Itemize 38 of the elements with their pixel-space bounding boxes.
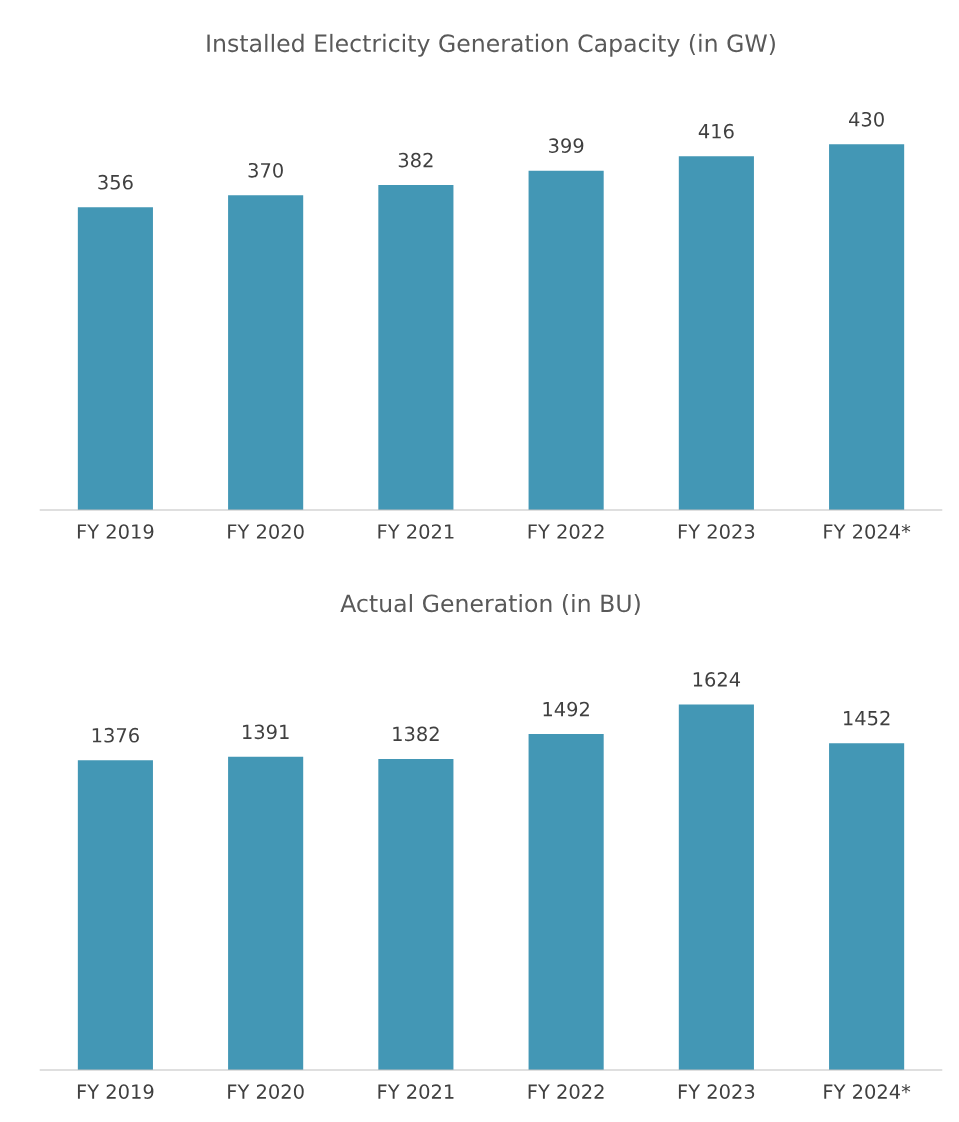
data-label: 356: [98, 174, 133, 190]
bar: [678, 156, 754, 510]
data-label: 1376: [92, 727, 139, 743]
bar: [378, 185, 454, 510]
data-label: 1624: [693, 672, 741, 687]
data-label: 1492: [543, 701, 589, 717]
data-label: 382: [398, 152, 433, 168]
data-label: 430: [849, 111, 884, 127]
bar: [829, 144, 905, 510]
bar: [228, 195, 304, 510]
x-tick-label: FY 2024*: [824, 1084, 911, 1099]
data-label: 1382: [393, 726, 439, 742]
x-tick-label: FY 2024*: [824, 524, 911, 539]
data-label: 399: [549, 138, 584, 153]
x-tick-label: FY 2020: [228, 1084, 304, 1099]
chart-title: Installed Electricity Generation Capacity (in GW): [207, 33, 775, 57]
x-tick-label: FY 2019: [77, 524, 154, 539]
bar: [228, 756, 304, 1071]
data-label: 1452: [844, 710, 890, 726]
data-label: 370: [248, 162, 283, 178]
x-tick-label: FY 2023: [678, 524, 755, 539]
chart-title: Actual Generation (in BU): [340, 593, 640, 616]
x-tick-label: FY 2021: [378, 1084, 454, 1099]
x-tick-label: FY 2019: [77, 1084, 154, 1099]
bar: [77, 760, 153, 1071]
data-label: 1391: [243, 724, 289, 740]
bar: [378, 758, 454, 1071]
bar: [77, 207, 153, 510]
x-tick-label: FY 2022: [528, 1084, 604, 1099]
x-tick-label: FY 2023: [678, 1084, 755, 1099]
x-tick-label: FY 2020: [228, 524, 304, 539]
bar: [528, 170, 604, 510]
data-label: 416: [698, 123, 734, 139]
x-tick-label: FY 2022: [528, 524, 604, 539]
bar: [528, 734, 604, 1071]
x-tick-label: FY 2021: [378, 524, 454, 539]
bar: [829, 743, 905, 1071]
bar: [678, 704, 754, 1071]
